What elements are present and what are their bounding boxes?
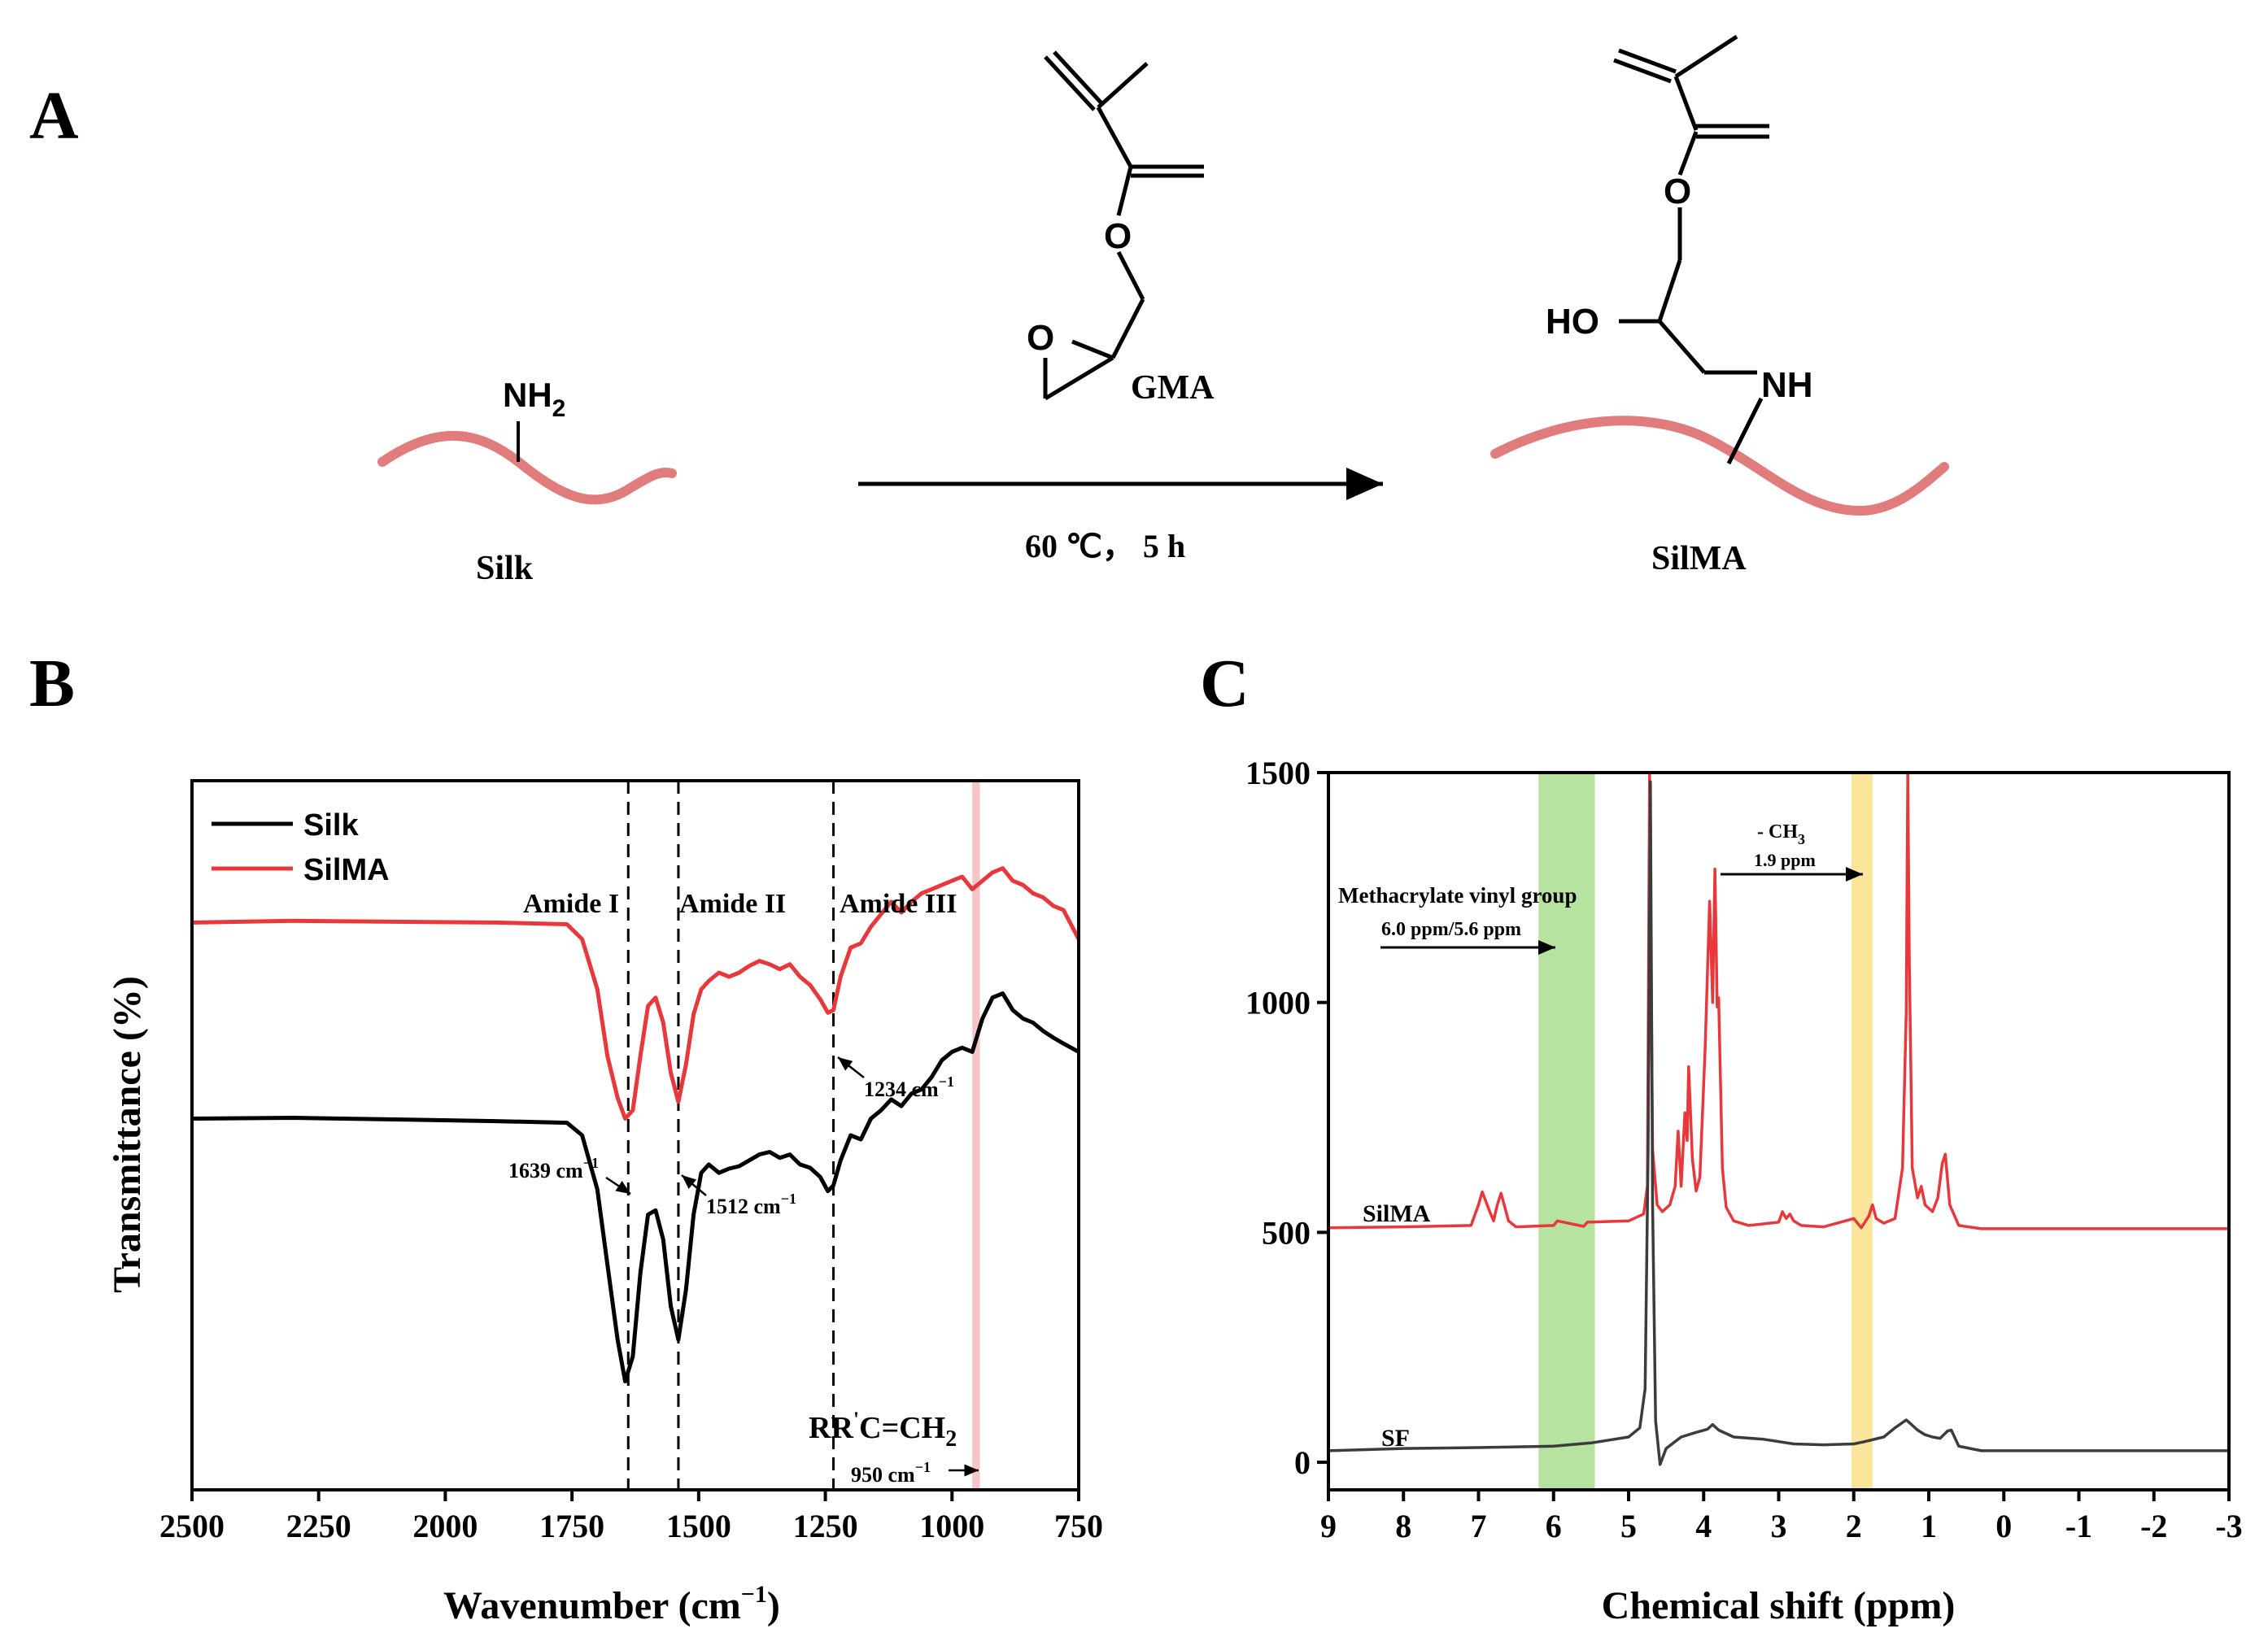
nmr-y-tick-label: 0 [1294,1444,1311,1481]
ftir-x-tick-label: 2500 [159,1508,225,1544]
silma-hydroxyl-label: HO [1546,302,1599,342]
silk-amine-label: NH2 [503,376,565,422]
ftir-legend: Silk SilMA [212,808,390,887]
reaction-conditions: 60 ℃， 5 h [1025,528,1185,564]
panel-letter-a: A [29,78,79,154]
ftir-band-950 [972,782,980,1488]
nmr-x-tick-label: 6 [1546,1508,1562,1544]
panel-letter-b: B [29,646,75,721]
ftir-x-tick-label: 1750 [539,1508,604,1544]
nmr-x-tick-label: 1 [1921,1508,1937,1544]
panel-letter-c: C [1200,646,1250,721]
ch3-label: - CH3 [1757,821,1805,847]
ftir-x-tick-label: 750 [1054,1508,1103,1544]
nmr-plot-frame [1327,771,2231,1491]
silma-trace-label: SilMA [1363,1200,1431,1227]
vinyl-ppm-label: 6.0 ppm/5.6 ppm [1381,919,1521,940]
ftir-series-silk [191,991,1080,1384]
peak-950-label: 950 cm−1 [851,1459,931,1487]
ftir-x-tick-label: 1250 [793,1508,858,1544]
amide-ii-label: Amide II [679,889,786,919]
nmr-x-axis-label: Chemical shift (ppm) [1602,1584,1956,1627]
ftir-x-axis-label: Wavenumber (cm−1) [443,1581,780,1627]
silk-reactant: NH2 Silk [377,376,677,587]
peak-1639-label: 1639 cm−1 [508,1155,599,1182]
peak-1639-arrow [605,1176,631,1195]
nmr-highlight-band [1851,774,1873,1488]
gma-ester-oxygen: O [1104,216,1132,256]
silk-backbone [377,430,677,505]
nmr-x-tick-label: 5 [1620,1508,1637,1544]
nmr-x-tick-label: 8 [1395,1508,1411,1544]
nmr-series-silma [1328,771,2229,1230]
ch3-ppm-label: 1.9 ppm [1754,850,1816,870]
peak-1512-label: 1512 cm−1 [706,1191,796,1218]
ftir-chart: 2500 2250 2000 1750 1500 1250 1000 750 Wavenumb… [106,779,1103,1627]
nmr-x-tick-label: 7 [1471,1508,1487,1544]
silma-backbone [1490,416,1949,516]
nmr-y-tick-label: 1000 [1245,985,1311,1021]
ftir-plot-frame [190,779,1080,1491]
nmr-x-tick-label: 2 [1846,1508,1862,1544]
sf-trace-label: SF [1381,1425,1410,1452]
gma-label: GMA [1131,369,1215,407]
amide-iii-label: Amide III [840,889,957,919]
silma-label: SilMA [1651,540,1747,577]
nmr-chart: 9 8 7 6 5 4 3 2 1 0 -1 -2 -3 0 500 1000 1500 Chemical sh… [1245,755,2243,1627]
nmr-x-tick-label: -1 [2065,1508,2092,1544]
nmr-x-tick-label: 0 [1995,1508,2012,1544]
silma-ester-oxygen: O [1664,172,1691,211]
ftir-x-tick-label: 1500 [666,1508,731,1544]
nmr-x-tick-label: 3 [1771,1508,1787,1544]
amide-i-label: Amide I [523,889,619,919]
ftir-x-tick-label: 2250 [286,1508,351,1544]
silk-label: Silk [476,550,534,587]
nmr-highlight-band [1538,774,1595,1488]
nmr-y-tick-label: 1500 [1245,755,1311,791]
reaction-arrow-group: 60 ℃， 5 h [858,468,1383,564]
legend-label-silma: SilMA [303,853,390,887]
ftir-x-tick-label: 2000 [412,1508,478,1544]
silma-amine-label: NH [1761,365,1813,405]
nmr-y-tick-label: 500 [1262,1214,1311,1251]
peak-1512-arrow [681,1174,707,1196]
legend-label-silk: Silk [303,808,359,843]
gma-reagent [1043,50,1204,401]
nmr-series-sf [1328,780,2229,1466]
ftir-series-silma [191,866,1081,1121]
vinyl-group-label: Methacrylate vinyl group [1338,883,1577,908]
peak-1234-arrow [837,1056,865,1078]
silma-product: O HO NH SilMA [1490,34,1949,577]
group-rrc-label: RR'C=CH2 [809,1408,957,1452]
nmr-x-tick-label: -3 [2215,1508,2242,1544]
gma-epoxide-oxygen: O [1027,318,1054,358]
ftir-y-axis-label: Transmittance (%) [106,976,149,1293]
ftir-x-tick-label: 1000 [919,1508,984,1544]
nmr-x-tick-label: 4 [1695,1508,1712,1544]
peak-1234-label: 1234 cm−1 [864,1073,954,1101]
nmr-x-tick-label: -2 [2140,1508,2167,1544]
nmr-x-tick-label: 9 [1320,1508,1337,1544]
